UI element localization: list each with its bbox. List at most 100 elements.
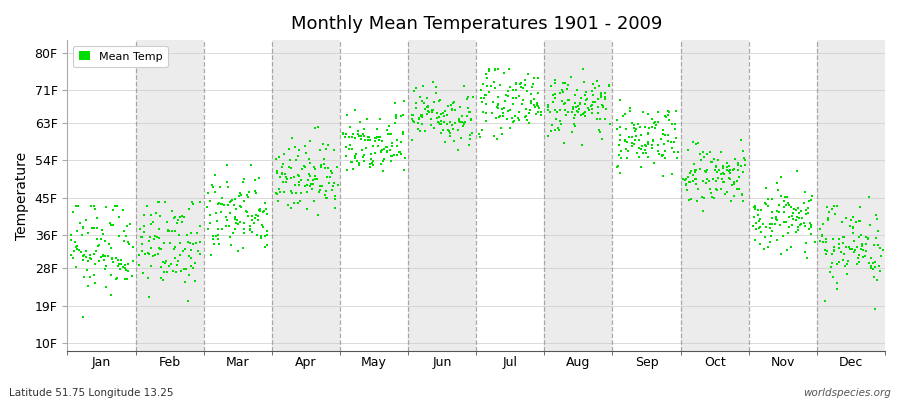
Point	[156, 258, 170, 265]
Point	[550, 109, 564, 116]
Point	[415, 114, 429, 120]
Point	[388, 100, 402, 106]
Point	[558, 112, 572, 118]
Point	[774, 174, 788, 180]
Point	[310, 212, 325, 218]
Point	[122, 241, 137, 248]
Point	[464, 117, 479, 123]
Point	[368, 134, 382, 141]
Point	[569, 104, 583, 110]
Point	[531, 109, 545, 115]
Point	[507, 118, 521, 124]
Point	[311, 124, 326, 130]
Point	[512, 109, 526, 116]
Point	[324, 168, 338, 175]
Point	[305, 186, 320, 192]
Point	[464, 116, 479, 122]
Point	[105, 255, 120, 261]
Point	[190, 230, 204, 236]
Point	[627, 121, 642, 128]
Point	[66, 208, 80, 215]
Point	[850, 244, 864, 250]
Point	[445, 102, 459, 108]
Point	[658, 148, 672, 154]
Point	[586, 92, 600, 98]
Point	[478, 91, 492, 98]
Point	[184, 246, 199, 253]
Point	[188, 278, 202, 285]
Point	[430, 110, 445, 116]
Point	[818, 235, 832, 242]
Point	[662, 112, 676, 118]
Point	[308, 176, 322, 182]
Point	[759, 185, 773, 191]
Point	[415, 83, 429, 90]
Point	[731, 167, 745, 174]
Point	[346, 130, 361, 137]
Point	[625, 134, 639, 140]
Point	[118, 265, 132, 272]
Point	[358, 137, 373, 143]
Point	[482, 66, 497, 72]
Point	[548, 77, 562, 83]
Point	[508, 112, 522, 119]
Point	[359, 145, 374, 151]
Point	[144, 221, 158, 228]
Point	[319, 146, 333, 152]
Point	[759, 201, 773, 207]
Point	[500, 116, 514, 122]
Point	[514, 84, 528, 90]
Point	[593, 129, 608, 135]
Point	[637, 146, 652, 153]
Point	[842, 223, 857, 229]
Point	[786, 216, 800, 222]
Point	[75, 232, 89, 238]
Point	[210, 233, 224, 240]
Point	[642, 125, 656, 131]
Point	[83, 252, 97, 258]
Point	[63, 232, 77, 238]
Point	[824, 264, 839, 270]
Point	[696, 208, 710, 214]
Point	[593, 116, 608, 123]
Point	[576, 66, 590, 72]
Point	[303, 160, 318, 166]
Point	[699, 151, 714, 157]
Point	[92, 257, 106, 264]
Point	[241, 188, 256, 195]
Point	[527, 104, 542, 110]
Point	[387, 152, 401, 158]
Point	[851, 259, 866, 265]
Point	[830, 203, 844, 210]
Point	[182, 272, 196, 278]
Point	[555, 98, 570, 104]
Point	[548, 95, 562, 101]
Point	[479, 117, 493, 124]
Point	[318, 165, 332, 171]
Point	[709, 186, 724, 193]
Point	[826, 274, 841, 280]
Point	[528, 111, 543, 118]
Point	[223, 199, 238, 206]
Point	[802, 226, 816, 232]
Point	[851, 218, 866, 224]
Point	[258, 233, 273, 239]
Point	[641, 138, 655, 145]
Point	[688, 176, 703, 182]
Point	[112, 214, 126, 220]
Point	[237, 176, 251, 182]
Point	[479, 71, 493, 77]
Point	[734, 136, 748, 143]
Point	[306, 177, 320, 183]
Point	[534, 108, 548, 115]
Point	[524, 98, 538, 105]
Point	[868, 259, 882, 265]
Point	[784, 204, 798, 210]
Point	[398, 155, 412, 162]
Point	[736, 148, 751, 154]
Point	[229, 206, 243, 212]
Point	[489, 115, 503, 122]
Point	[708, 186, 723, 192]
Point	[260, 211, 274, 217]
Point	[350, 158, 365, 164]
